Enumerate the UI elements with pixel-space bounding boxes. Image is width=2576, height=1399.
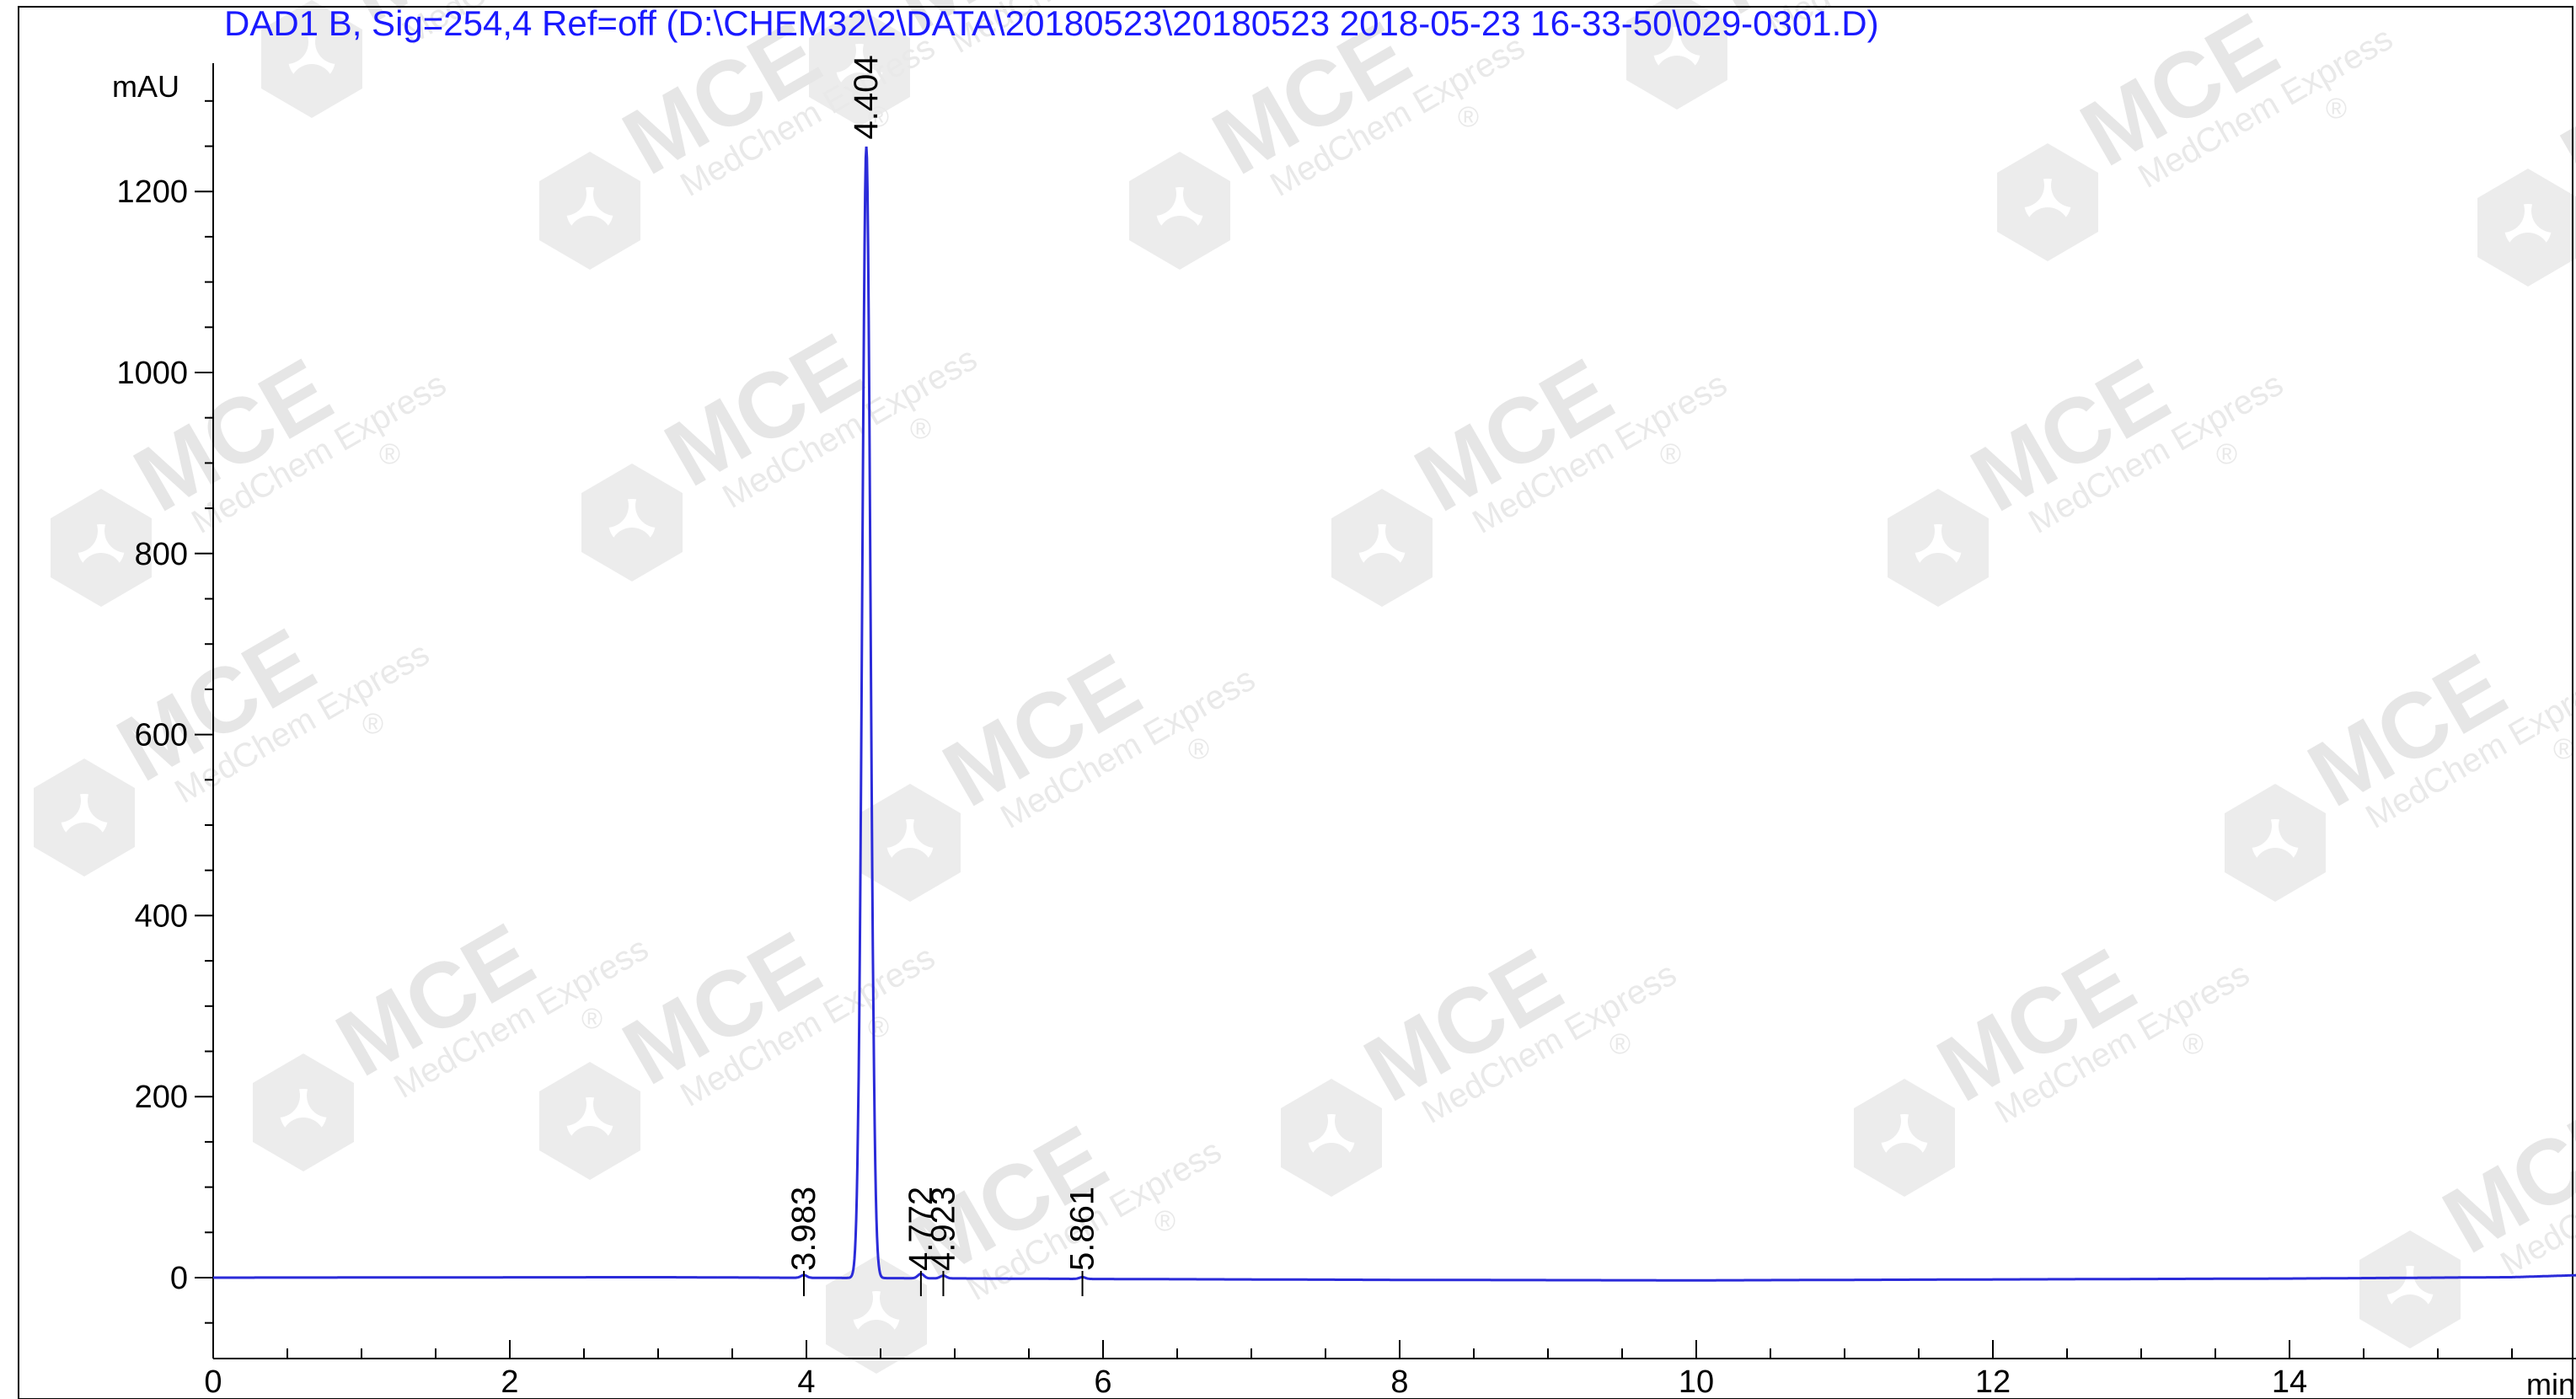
x-tick-label: 2 [501,1364,518,1399]
watermark-registered: ® [1609,1028,1631,1060]
y-tick-label: 200 [135,1080,188,1115]
watermark-registered: ® [868,101,889,133]
chart-title: DAD1 B, Sig=254,4 Ref=off (D:\CHEM32\2\D… [224,3,1879,43]
watermark-registered: ® [1660,438,1681,470]
watermark-registered: ® [1188,733,1209,765]
x-tick-label: 12 [1975,1364,2011,1399]
y-axis-unit-label: mAU [112,69,179,104]
peak-time-label: 3.983 [785,1187,822,1271]
x-tick-label: 8 [1390,1364,1408,1399]
watermark-registered: ® [2326,93,2347,125]
x-tick-label: 4 [797,1364,815,1399]
peak-marker: 4.923 [924,1187,961,1296]
watermark-registered: ® [1458,101,1479,133]
plot-frame [18,6,2573,1399]
peak-marker: 3.983 [785,1187,822,1296]
peak-time-label: 4.404 [848,55,885,139]
axes: 0 200 400 600 800 1000 1200 0 2 4 6 8 10 12 14 [116,63,2576,1399]
y-tick-label: 600 [135,718,188,753]
y-tick-label: 800 [135,537,188,572]
watermark-registered: ® [581,1003,602,1035]
watermark-registered: ® [362,708,383,740]
y-tick-label: 1000 [116,356,188,391]
peak-marker: 4.772 [902,1187,940,1296]
y-tick-label: 1200 [116,174,188,210]
peak-time-label: 5.861 [1064,1187,1101,1271]
plot-border [18,6,2573,1399]
peak-time-label: 4.923 [924,1187,961,1271]
watermark-registered: ® [868,1011,889,1043]
y-tick-label: 0 [170,1261,188,1296]
watermark-registered: ® [1154,1205,1176,1237]
peak-marker: 4.404 [848,55,885,139]
signal-line [213,146,2576,1282]
watermark-registered: ® [2182,1028,2204,1060]
signal-trace [213,146,2576,1282]
peak-marker: 5.861 [1064,1187,1101,1296]
peak-time-label: 4.772 [902,1187,940,1271]
x-tick-label: 10 [1679,1364,1714,1399]
x-tick-label: 14 [2272,1364,2307,1399]
x-tick-label: 0 [204,1364,222,1399]
watermark-registered: ® [2553,733,2574,765]
watermark-registered: ® [379,438,400,470]
x-axis-unit-label: min [2526,1367,2575,1399]
x-tick-label: 6 [1094,1364,1111,1399]
watermark-registered: ® [2216,438,2237,470]
watermark-registered: ® [910,413,931,445]
y-tick-label: 400 [135,898,188,934]
